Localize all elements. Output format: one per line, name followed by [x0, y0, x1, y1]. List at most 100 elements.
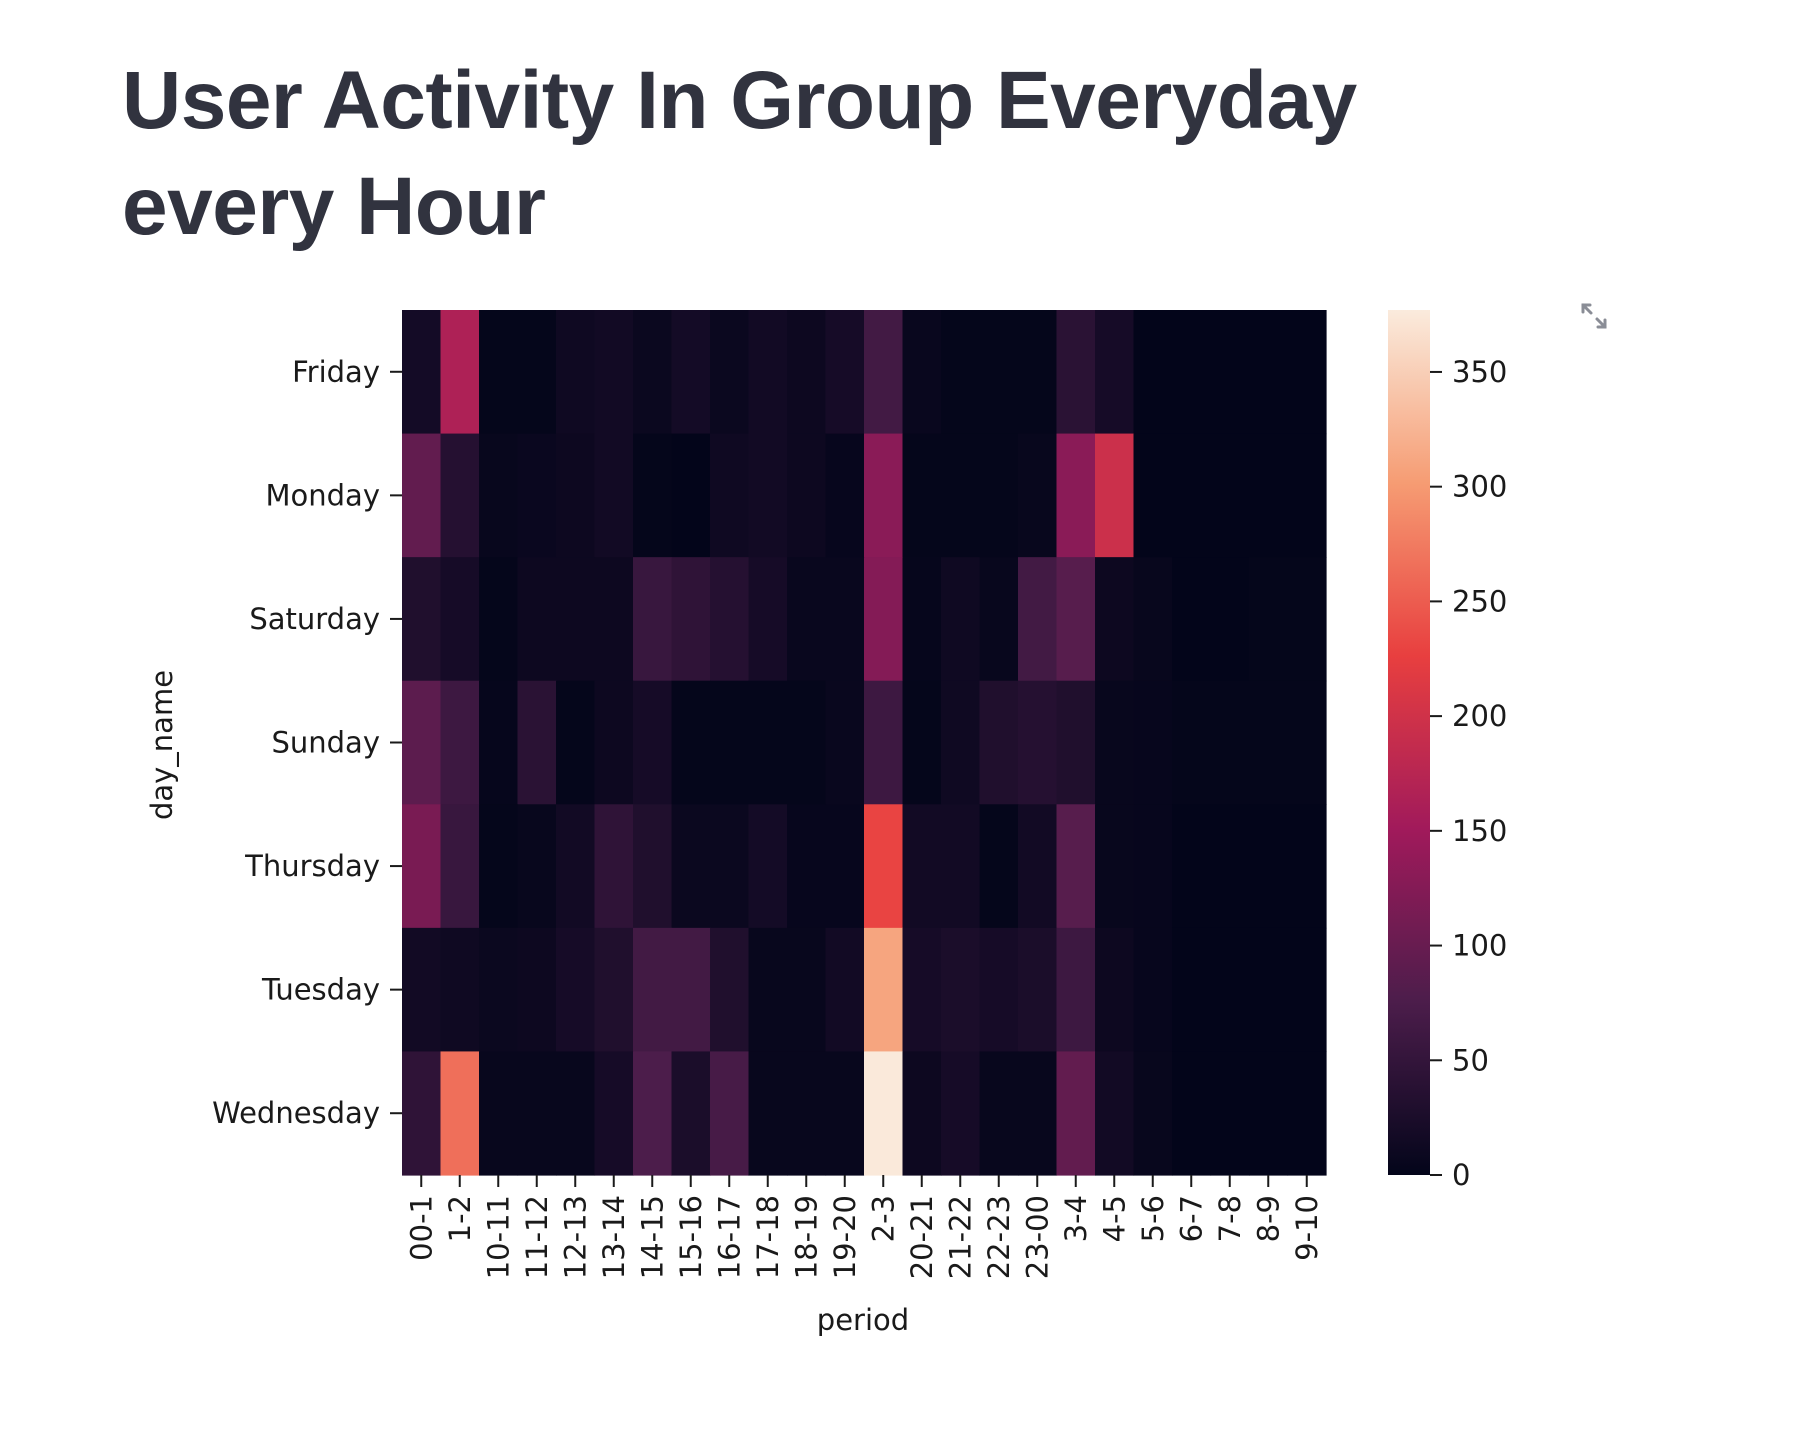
colorbar-tick-label: 50 [1452, 1043, 1489, 1077]
colorbar-tick-label: 100 [1452, 929, 1507, 963]
y-tick-label: Thursday [244, 849, 380, 883]
heatmap-cell [1287, 310, 1327, 435]
x-tick-label: 18-19 [789, 1195, 823, 1279]
heatmap-cell [671, 557, 711, 682]
heatmap-cell [748, 557, 788, 682]
heatmap-cell [902, 310, 942, 435]
heatmap-cell [1172, 557, 1212, 682]
heatmap-cell [710, 804, 750, 929]
heatmap-cell [517, 927, 557, 1053]
heatmap-cell [633, 804, 673, 929]
heatmap-cell [594, 310, 634, 435]
heatmap-cell [1018, 557, 1058, 682]
x-tick-label: 17-18 [751, 1195, 785, 1279]
heatmap-cell [479, 680, 519, 805]
heatmap-cell [556, 433, 596, 558]
heatmap-cell [1210, 927, 1250, 1053]
heatmap-cell [517, 557, 557, 682]
x-tick-label: 8-9 [1251, 1195, 1285, 1242]
y-tick-label: Wednesday [212, 1096, 380, 1130]
heatmap-cell [1095, 433, 1135, 558]
heatmap-cell [864, 804, 904, 929]
heatmap-cell [1095, 1051, 1135, 1176]
x-tick-label: 13-14 [597, 1195, 631, 1279]
heatmap-cell [1172, 927, 1212, 1053]
heatmap-cell [1133, 927, 1173, 1053]
heatmap-cell [825, 433, 865, 558]
heatmap-cell [440, 310, 480, 435]
heatmap-cell [402, 680, 442, 805]
colorbar-ticks: 0 50 100 150 200 250 300 350 [1430, 355, 1507, 1192]
heatmap-cell [402, 804, 442, 929]
heatmap-cell [1095, 804, 1135, 929]
x-axis-ticks: 00-1 1-2 10-11 11-12 12-13 13-14 14-15 15-16 16-… [404, 1175, 1324, 1279]
heatmap-cell [979, 310, 1019, 435]
heatmap-cell [902, 804, 942, 929]
x-tick-label: 19-20 [828, 1195, 862, 1279]
page-title: User Activity In Group Everyday every Ho… [122, 55, 1357, 252]
heatmap-cell [787, 433, 827, 558]
x-tick-label: 14-15 [635, 1195, 669, 1279]
x-tick-label: 1-2 [443, 1195, 477, 1242]
heatmap-cell [825, 310, 865, 435]
colorbar-tick-label: 0 [1452, 1158, 1470, 1192]
heatmap-cell [902, 1051, 942, 1176]
heatmap-cell [402, 1051, 442, 1176]
x-tick-label: 22-23 [982, 1195, 1016, 1279]
heatmap-cell [902, 557, 942, 682]
heatmap-cell [479, 310, 519, 435]
heatmap-cell [1249, 680, 1289, 805]
heatmap-cell [1249, 1051, 1289, 1176]
x-tick-label: 15-16 [674, 1195, 708, 1279]
heatmap-cell [1210, 680, 1250, 805]
heatmap-cell [787, 804, 827, 929]
heatmap-cell [1018, 1051, 1058, 1176]
heatmap-cell [1287, 1051, 1327, 1176]
heatmap-cell [517, 433, 557, 558]
heatmap-cell [1287, 557, 1327, 682]
y-tick-label: Sunday [271, 726, 380, 760]
heatmap-cell [941, 1051, 981, 1176]
heatmap-cell [941, 804, 981, 929]
heatmap-cell [479, 927, 519, 1053]
x-tick-label: 2-3 [866, 1195, 900, 1242]
y-tick-label: Tuesday [261, 973, 380, 1007]
heatmap-cell [1018, 433, 1058, 558]
heatmap-cell [633, 310, 673, 435]
heatmap-cell [787, 310, 827, 435]
heatmap-cell [633, 557, 673, 682]
heatmap-cell [556, 310, 596, 435]
fullscreen-expand-icon[interactable] [1578, 300, 1610, 332]
heatmap-cell [1056, 1051, 1096, 1176]
heatmap-cell [748, 804, 788, 929]
heatmap-cell [1095, 557, 1135, 682]
heatmap-cell [748, 1051, 788, 1176]
heatmap-cell [864, 680, 904, 805]
heatmap-cell [864, 310, 904, 435]
heatmap-cell [1210, 433, 1250, 558]
heatmap-cell [556, 557, 596, 682]
heatmap-cell [825, 680, 865, 805]
heatmap-cell [1056, 680, 1096, 805]
heatmap-cell [517, 1051, 557, 1176]
heatmap-cell [440, 433, 480, 558]
heatmap-cell [864, 927, 904, 1053]
heatmap-cell [979, 804, 1019, 929]
heatmap-cell [979, 557, 1019, 682]
heatmap-cell [556, 804, 596, 929]
heatmap-cell [594, 1051, 634, 1176]
heatmap-cell [902, 927, 942, 1053]
heatmap-cell [402, 433, 442, 558]
x-axis-label: period [817, 1303, 909, 1337]
heatmap-cell [633, 433, 673, 558]
heatmap-cell [479, 804, 519, 929]
x-tick-label: 5-6 [1136, 1195, 1170, 1242]
heatmap-cell [941, 927, 981, 1053]
heatmap-cell [902, 680, 942, 805]
heatmap-cell [1210, 557, 1250, 682]
heatmap-cell [1056, 557, 1096, 682]
heatmap-cell [941, 680, 981, 805]
heatmap-cell [671, 433, 711, 558]
heatmap-cell [1287, 433, 1327, 558]
heatmap-cell [1056, 310, 1096, 435]
